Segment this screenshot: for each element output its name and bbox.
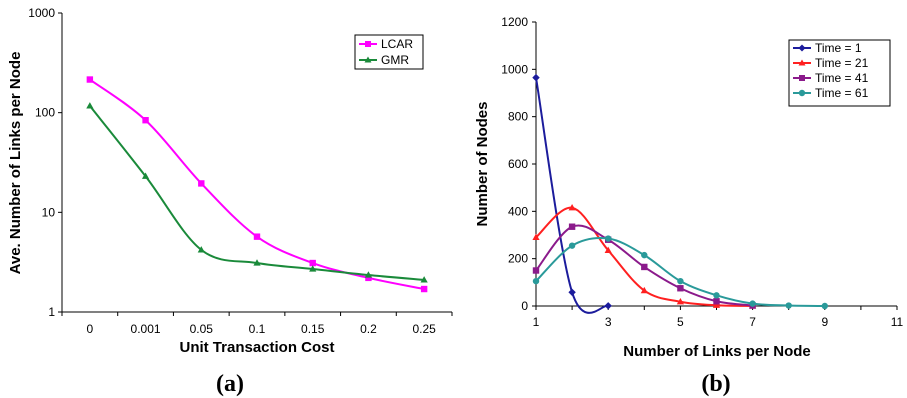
series-gmr-point [141,172,150,179]
chart-b-x-tick-label: 11 [891,315,904,329]
series-time21-point [604,246,612,253]
series-time61-point [713,292,720,299]
series-time61-point [641,251,648,259]
chart-b-series [532,73,828,314]
legend-lcar-label: LCAR [381,37,413,51]
series-gmr-point [253,259,261,266]
chart-b-legend: Time = 1 Time = 21 Time = 41 Time = 61 [788,39,891,107]
chart-b-x-tick-label: 7 [749,315,756,329]
series-gmr-point [86,102,94,109]
series-time1-point [604,302,612,310]
chart-b-legend-box [788,39,891,107]
series-time1-point [568,288,576,296]
chart-a-x-tick-label: 0.1 [249,322,266,336]
series-time21-point [532,233,540,240]
legend-time41-label: Time = 41 [815,71,869,85]
chart-a-y-tick-label: 10 [42,205,56,219]
chart-a-x-tick-label: 0.2 [360,322,377,336]
legend-time21-label: Time = 21 [815,56,869,70]
series-time41-point [641,263,648,271]
chart-a-legend-box [354,34,424,70]
series-time41-point [713,298,720,305]
chart-a-y-tick-label: 1 [48,305,55,319]
legend-time1-marker [798,44,806,52]
chart-a-x-tick-label: 0.15 [301,322,325,336]
legend-time41-marker [799,75,805,81]
legend-lcar-marker [365,41,371,47]
chart-a-x-tick-label: 0.25 [412,322,436,336]
chart-a-y-title: Ave. Number of Links per Node [7,52,24,275]
series-lcar-point [198,180,205,187]
chart-b-y-tick-label: 1200 [501,15,528,29]
series-gmr-point [364,271,373,278]
series-time21-point [676,297,684,305]
chart-b-y-tick-label: 600 [508,157,528,171]
legend-gmr-label: GMR [381,53,409,67]
series-gmr-point [420,276,428,283]
series-lcar-line [89,78,425,291]
chart-a-y-tick-label: 1000 [28,6,55,20]
series-time41-point [568,223,576,230]
chart-b-x-tick-label: 1 [533,315,540,329]
series-gmr-line [89,105,425,281]
series-time21-point [568,203,576,211]
chart-b-x-tick-label: 5 [677,315,684,329]
chart-a-x-tick-label: 0 [87,322,94,336]
chart-a-legend: LCAR GMR [354,34,424,70]
series-lcar-point [420,285,428,293]
series-lcar-point [309,259,316,267]
series-gmr-point [309,265,317,272]
legend-gmr-marker [364,56,372,63]
series-time1-line [535,77,609,314]
chart-a-x-title: Unit Transaction Cost [179,339,334,356]
series-time61-point [785,302,792,309]
chart-b-caption: (b) [701,371,730,397]
series-lcar-point [253,233,261,240]
series-time41-point [532,267,540,274]
legend-time61-marker [798,89,806,97]
chart-a-x-tick-label: 0.05 [190,322,214,336]
legend-time61-label: Time = 61 [815,86,869,100]
chart-a-x-tick-label: 0.001 [131,322,161,336]
series-time61-point [568,242,576,249]
series-lcar-point [365,274,372,282]
series-gmr-point [197,246,205,253]
legend-time21-marker [798,59,806,66]
series-time21-point [712,301,721,308]
series-time61-point [677,277,684,285]
series-lcar-point [86,76,94,83]
series-time61-point [532,277,540,285]
chart-b-x-tick-label: 9 [821,315,828,329]
chart-b-y-title: Number of Nodes [474,101,491,226]
chart-b-ticks: 0 200 400 600 800 1000 1200 1 3 5 7 9 11 [501,15,903,329]
chart-a-caption: (a) [216,371,244,397]
chart-b-x-tick-label: 3 [605,315,612,329]
series-time61-point [749,300,756,307]
chart-b-y-tick-label: 200 [508,252,528,266]
chart-b-y-tick-label: 400 [508,204,528,218]
series-time1-point [532,73,540,82]
series-lcar-point [142,117,149,124]
chart-b-y-tick-label: 800 [508,110,528,124]
chart-a-series [86,76,428,293]
series-time41-point [677,285,684,292]
chart-a-ticks: 1 10 100 1000 0 0.001 0.05 0.1 0.15 0.2 0.25 [28,6,453,336]
series-time21-point [640,286,648,294]
chart-b-x-title: Number of Links per Node [623,343,811,360]
chart-b: 0 200 400 600 800 1000 1200 1 3 5 7 9 11 Number of L… [474,15,904,397]
series-time61-point [821,302,828,310]
chart-a-y-tick-label: 100 [35,106,55,120]
legend-time1-label: Time = 1 [815,41,862,55]
chart-b-y-tick-label: 1000 [501,62,528,76]
chart-a: 1 10 100 1000 0 0.001 0.05 0.1 0.15 0.2 0.25 Unit … [7,6,453,397]
series-time61-line [535,236,825,307]
chart-b-y-tick-label: 0 [521,299,528,313]
series-time61-point [605,235,612,242]
